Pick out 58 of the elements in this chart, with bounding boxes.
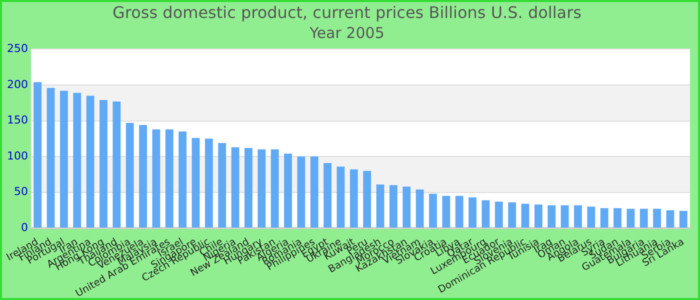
bar: [508, 202, 516, 228]
bar: [165, 129, 174, 228]
bar: [60, 90, 68, 228]
chart-title: Gross domestic product, current prices Billions U.S. dollars: [112, 2, 582, 22]
bar: [310, 156, 318, 228]
bar: [34, 82, 42, 228]
bar: [139, 125, 147, 228]
bar: [534, 204, 542, 228]
bar: [218, 142, 226, 228]
bar: [46, 88, 55, 228]
y-tick-label: 50: [14, 185, 28, 198]
bar: [126, 122, 134, 228]
bar: [614, 208, 622, 228]
bar: [626, 208, 635, 228]
y-tick-label: 250: [6, 42, 28, 56]
bar: [86, 96, 94, 228]
y-tick-label: 100: [6, 149, 28, 162]
bar: [231, 147, 240, 228]
y-tick-label: 200: [6, 78, 28, 91]
bar: [100, 100, 108, 228]
bar: [653, 208, 662, 228]
bar: [258, 149, 266, 228]
bar: [548, 205, 556, 228]
y-tick-label: 0: [20, 220, 28, 234]
bar: [640, 208, 648, 228]
bar: [73, 92, 82, 228]
bar: [587, 206, 596, 228]
bar: [521, 204, 530, 228]
bar: [600, 208, 608, 228]
bar: [666, 210, 674, 228]
bar: [468, 197, 476, 228]
bar: [402, 186, 411, 228]
y-tick-label: 150: [6, 114, 28, 127]
bar: [284, 154, 292, 228]
bar: [482, 200, 490, 228]
bar: [574, 205, 582, 228]
bar: [297, 156, 306, 228]
bar: [455, 196, 464, 228]
bar: [178, 131, 187, 228]
bar: [192, 138, 200, 228]
bar: [204, 138, 213, 228]
bar: [270, 149, 279, 228]
bar: [494, 202, 503, 228]
bar: [442, 196, 450, 228]
bar: [679, 210, 688, 228]
bar: [363, 170, 372, 228]
chart-subtitle: Year 2005: [308, 24, 384, 42]
bar: [560, 205, 569, 228]
bar: [112, 101, 121, 228]
bar: [324, 162, 332, 228]
bar: [350, 169, 358, 228]
bar: [376, 184, 384, 228]
bar: [429, 194, 437, 228]
bar: [389, 185, 398, 228]
bar: [336, 166, 345, 228]
bar: [416, 189, 424, 228]
bar: [152, 129, 160, 228]
bar: [244, 148, 252, 228]
